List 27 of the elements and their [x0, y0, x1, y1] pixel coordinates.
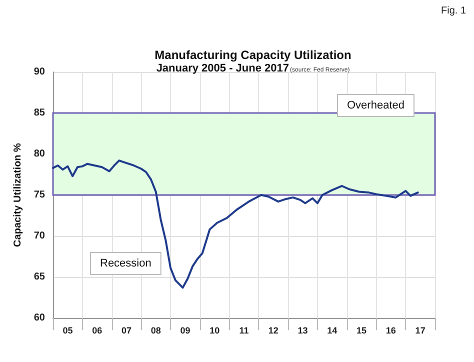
x-tick-label: 15	[356, 326, 367, 336]
y-tick-label: 60	[34, 312, 46, 324]
y-tick-label: 80	[34, 148, 46, 160]
y-tick-label: 85	[34, 108, 46, 118]
y-tick-label: 65	[34, 272, 46, 282]
chart-subtitle: January 2005 - June 2017	[156, 62, 290, 74]
line-series	[52, 160, 419, 289]
annotation: Recession	[100, 258, 152, 270]
x-tick-label: 09	[180, 326, 190, 336]
x-tick-label: 11	[239, 326, 249, 336]
annotation: Overheated	[347, 100, 404, 112]
x-tick-label: 08	[150, 326, 161, 336]
chart-title: Manufacturing Capacity Utilization	[154, 48, 352, 62]
x-tick-label: 10	[210, 326, 220, 336]
x-tick-label: 06	[92, 326, 102, 336]
x-tick-label: 12	[268, 326, 278, 336]
y-axis-title: Capacity Utilization %	[12, 142, 24, 247]
x-tick-label: 05	[62, 326, 73, 336]
caption: Fig. 1	[440, 6, 466, 16]
x-tick-label: 14	[327, 326, 338, 336]
x-tick-label: 16	[386, 326, 396, 336]
x-tick-label: 13	[298, 326, 308, 336]
y-tick-label: 90	[34, 66, 46, 78]
y-tick-label: 75	[34, 190, 46, 200]
x-tick-label: 07	[121, 326, 132, 336]
x-tick-label: 17	[415, 326, 426, 336]
y-tick-label: 70	[34, 230, 46, 242]
